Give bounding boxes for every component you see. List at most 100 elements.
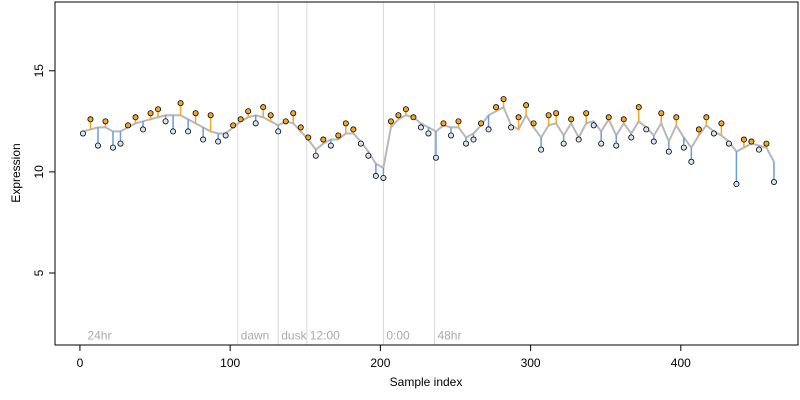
data-point (620, 116, 627, 123)
data-point (357, 140, 364, 147)
data-point (560, 140, 567, 147)
data-point (650, 138, 657, 145)
data-point (365, 152, 372, 159)
data-point (485, 126, 492, 133)
data-point (387, 118, 394, 125)
data-point (447, 132, 454, 139)
data-point (207, 112, 214, 119)
annotation: dusk (281, 329, 307, 343)
y-tick-label: 15 (32, 64, 46, 78)
data-point (177, 100, 184, 107)
data-point (267, 112, 274, 119)
x-tick-label: 0 (77, 356, 84, 370)
data-point (185, 128, 192, 135)
data-point (237, 116, 244, 123)
data-point (395, 112, 402, 119)
x-tick-label: 100 (220, 356, 240, 370)
data-point (372, 172, 379, 179)
data-point (628, 134, 635, 141)
y-axis-title: Expression (9, 143, 23, 202)
data-point (763, 140, 770, 147)
data-point (350, 126, 357, 133)
data-point (710, 130, 717, 137)
annotation: dawn (241, 329, 270, 343)
data-point (312, 152, 319, 159)
annotation: 24hr (87, 329, 111, 343)
data-point (117, 140, 124, 147)
annotation: 0:00 (386, 329, 410, 343)
data-point (538, 146, 545, 153)
data-point (342, 120, 349, 127)
data-point (740, 136, 747, 143)
data-point (215, 138, 222, 145)
fit-line (82, 105, 775, 170)
data-point (493, 104, 500, 111)
data-point (192, 110, 199, 117)
data-point (417, 124, 424, 131)
data-point (583, 110, 590, 117)
data-point (470, 136, 477, 143)
x-tick-label: 400 (671, 356, 691, 370)
y-tick-label: 5 (32, 269, 46, 276)
annotation: 12:00 (310, 329, 340, 343)
data-point (245, 108, 252, 115)
data-point (575, 136, 582, 143)
data-point (432, 154, 439, 161)
data-point (282, 118, 289, 125)
data-point (380, 174, 387, 181)
data-point (140, 126, 147, 133)
data-point (515, 114, 522, 121)
data-point (222, 132, 229, 139)
data-point (162, 118, 169, 125)
data-point (658, 110, 665, 117)
y-tick-label: 10 (32, 165, 46, 179)
data-point (87, 116, 94, 123)
data-point (568, 116, 575, 123)
data-point (463, 140, 470, 147)
data-point (297, 124, 304, 131)
data-point (230, 122, 237, 129)
data-point (725, 140, 732, 147)
data-point (605, 114, 612, 121)
data-point (613, 142, 620, 149)
data-point (500, 96, 507, 103)
plot-frame (54, 1, 799, 346)
data-point (530, 120, 537, 127)
data-point (688, 158, 695, 165)
data-point (260, 104, 267, 111)
data-point (440, 120, 447, 127)
data-point (410, 114, 417, 121)
data-point (200, 136, 207, 143)
data-point (703, 114, 710, 121)
data-point (305, 134, 312, 141)
data-point (335, 132, 342, 139)
data-point (132, 114, 139, 121)
data-point (635, 104, 642, 111)
data-point (695, 126, 702, 133)
data-point (79, 130, 86, 137)
x-axis-title: Sample index (390, 375, 463, 389)
data-point (147, 110, 154, 117)
data-point (673, 114, 680, 121)
data-point (455, 118, 462, 125)
x-tick-label: 200 (370, 356, 390, 370)
data-point (680, 144, 687, 151)
data-point (718, 120, 725, 127)
data-point (770, 178, 777, 185)
data-point (598, 140, 605, 147)
data-point (478, 120, 485, 127)
data-point (170, 128, 177, 135)
data-point (545, 112, 552, 119)
data-point (425, 130, 432, 137)
data-point (665, 148, 672, 155)
data-point (733, 181, 740, 188)
data-point (125, 122, 132, 129)
data-point (109, 144, 116, 151)
annotation: 48hr (437, 329, 461, 343)
data-point (590, 122, 597, 129)
data-point (553, 110, 560, 117)
data-point (252, 120, 259, 127)
x-tick-label: 300 (521, 356, 541, 370)
data-point (402, 106, 409, 113)
